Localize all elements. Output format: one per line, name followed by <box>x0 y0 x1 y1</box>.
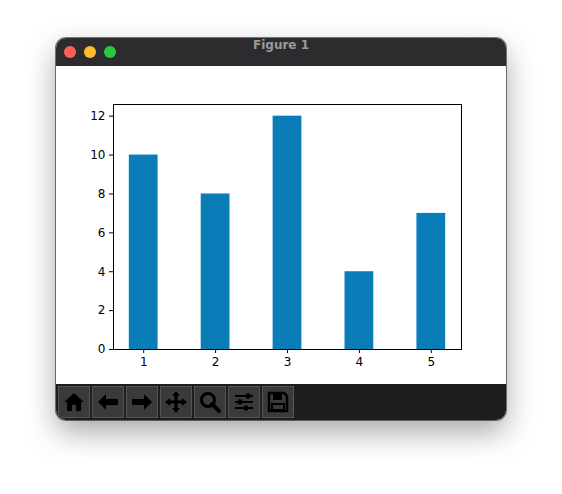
svg-text:6: 6 <box>98 226 106 240</box>
svg-text:3: 3 <box>284 355 292 369</box>
svg-text:10: 10 <box>90 148 105 162</box>
html-text:Figure 1: Figure 1 <box>253 38 309 52</box>
svg-text:5: 5 <box>427 355 435 369</box>
svg-text:1: 1 <box>140 355 148 369</box>
svg-text:2: 2 <box>212 355 220 369</box>
svg-text:0: 0 <box>98 342 106 356</box>
svg-text:12: 12 <box>90 109 105 123</box>
svg-text:4: 4 <box>356 355 364 369</box>
svg-text:8: 8 <box>98 187 106 201</box>
svg-text:2: 2 <box>98 303 106 317</box>
svg-text:4: 4 <box>98 265 106 279</box>
